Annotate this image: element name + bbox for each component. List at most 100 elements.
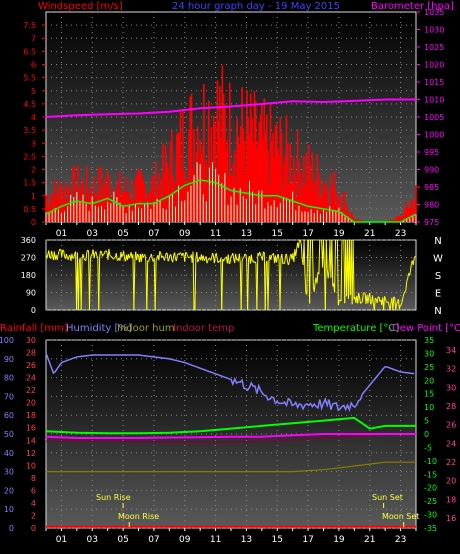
humidity-tick-label: 60 bbox=[4, 411, 14, 420]
direction-segment bbox=[240, 260, 243, 311]
direction-segment bbox=[99, 250, 102, 258]
direction-segment bbox=[85, 252, 88, 261]
direction-segment bbox=[228, 262, 231, 265]
direction-segment bbox=[213, 255, 216, 264]
chart-title: 24 hour graph day - 19 May 2015 bbox=[172, 1, 340, 12]
direction-segment bbox=[295, 249, 298, 256]
compass-tick-label: W bbox=[433, 254, 443, 265]
direction-segment bbox=[221, 259, 224, 311]
x-tick-label-top: 17 bbox=[302, 229, 313, 239]
indoor-hum-line bbox=[46, 461, 416, 473]
direction-segment bbox=[401, 296, 404, 302]
direction-segment bbox=[360, 302, 362, 304]
direction-segment bbox=[212, 252, 214, 256]
indoor-temp-tick-label: 16 bbox=[446, 514, 456, 523]
barometer-axis-title: Barometer [hpa] bbox=[371, 1, 454, 12]
direction-segment bbox=[316, 272, 319, 284]
direction-segment bbox=[82, 253, 85, 259]
direction-segment bbox=[306, 239, 309, 295]
direction-segment bbox=[203, 258, 206, 261]
direction-segment bbox=[206, 260, 209, 264]
direction-segment bbox=[57, 251, 60, 256]
direction-segment bbox=[89, 254, 92, 260]
direction-segment bbox=[175, 255, 178, 262]
barometer-tick-label: 995 bbox=[424, 148, 439, 157]
direction-segment bbox=[227, 254, 230, 264]
humidity-tick-label: 100 bbox=[0, 336, 14, 345]
direction-segment bbox=[281, 253, 284, 264]
barometer-tick-label: 1035 bbox=[424, 8, 444, 17]
direction-segment bbox=[261, 251, 264, 261]
moon-rise-annotation: Moon Rise bbox=[118, 512, 159, 521]
direction-segment bbox=[205, 256, 208, 264]
temperature-tick-label: -5 bbox=[424, 443, 432, 452]
direction-segment bbox=[56, 255, 59, 261]
direction-segment bbox=[286, 253, 288, 262]
barometer-tick-label: 1030 bbox=[424, 26, 444, 35]
humidity-tick-label: 90 bbox=[4, 355, 14, 364]
barometer-tick-label: 975 bbox=[424, 218, 439, 227]
humidity-tick-label: 10 bbox=[4, 505, 14, 514]
compass-tick-label: S bbox=[435, 271, 441, 282]
sun-rise-annotation: Sun Rise bbox=[96, 493, 131, 502]
indoor-temp-tick-label: 28 bbox=[446, 402, 456, 411]
windspeed-tick-label: 4 bbox=[31, 113, 36, 122]
direction-segment bbox=[235, 253, 238, 260]
x-tick-label-top: 05 bbox=[117, 229, 128, 239]
direction-segment bbox=[232, 253, 235, 260]
windspeed-tick-label: 3.5 bbox=[23, 126, 36, 135]
direction-segment bbox=[303, 239, 306, 276]
direction-segment bbox=[174, 252, 176, 260]
rainfall-tick-label: 8 bbox=[31, 474, 36, 483]
direction-segment bbox=[263, 251, 265, 253]
direction-segment bbox=[164, 252, 167, 257]
direction-segment bbox=[230, 255, 233, 257]
direction-segment bbox=[384, 298, 387, 303]
direction-segment bbox=[336, 239, 339, 306]
x-tick-label-bottom: 13 bbox=[241, 535, 252, 545]
windspeed-tick-label: 2 bbox=[31, 166, 36, 175]
direction-segment bbox=[323, 239, 325, 268]
windspeed-tick-label: 7.5 bbox=[23, 21, 36, 30]
direction-segment bbox=[413, 256, 416, 259]
x-tick-label-bottom: 11 bbox=[210, 535, 221, 545]
direction-segment bbox=[170, 254, 173, 261]
direction-segment bbox=[163, 256, 166, 261]
rainfall-tick-label: 2 bbox=[31, 511, 36, 520]
direction-segment bbox=[77, 261, 80, 311]
direction-segment bbox=[207, 258, 210, 261]
direction-segment bbox=[133, 261, 136, 311]
temperature-tick-label: -15 bbox=[424, 470, 437, 479]
temperature-tick-label: -20 bbox=[424, 484, 437, 493]
x-tick-label-bottom: 05 bbox=[117, 535, 128, 545]
windspeed-tick-label: 4.5 bbox=[23, 100, 36, 109]
rainfall-tick-label: 26 bbox=[26, 361, 36, 370]
direction-segment bbox=[398, 305, 401, 310]
direction-segment bbox=[167, 258, 170, 262]
direction-segment bbox=[359, 297, 361, 304]
direction-segment bbox=[179, 252, 182, 254]
direction-segment bbox=[142, 255, 145, 258]
direction-segment bbox=[358, 292, 361, 298]
dewpoint-axis-title: Dew Point [°C] bbox=[392, 323, 460, 334]
sun-set-annotation: Sun Set bbox=[372, 493, 403, 502]
x-tick-label-top: 09 bbox=[179, 229, 191, 239]
indoor-temp-tick-label: 24 bbox=[446, 439, 456, 448]
direction-segment bbox=[159, 251, 162, 254]
direction-segment bbox=[340, 239, 343, 302]
direction-segment bbox=[65, 253, 68, 257]
direction-segment bbox=[243, 253, 246, 258]
direction-segment bbox=[48, 250, 51, 258]
direction-segment bbox=[73, 253, 76, 259]
dewpoint-line bbox=[45, 433, 416, 439]
barometer-tick-label: 980 bbox=[424, 201, 439, 210]
direction-segment bbox=[370, 302, 373, 305]
direction-segment bbox=[46, 254, 49, 259]
temperature-tick-label: 25 bbox=[424, 363, 434, 372]
humidity-tick-label: 0 bbox=[9, 524, 14, 533]
barometer-tick-label: 1000 bbox=[424, 131, 444, 140]
direction-segment bbox=[115, 253, 118, 261]
direction-segment bbox=[146, 260, 149, 311]
direction-segment bbox=[372, 295, 374, 305]
windspeed-tick-label: 0.5 bbox=[23, 205, 36, 214]
